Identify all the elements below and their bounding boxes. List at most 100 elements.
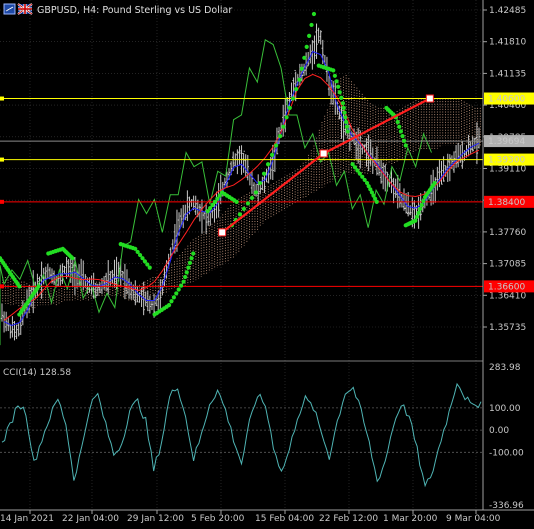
sar-dot — [416, 210, 421, 215]
trendline-anchor — [319, 149, 328, 158]
time-tick-label: 29 Jan 12:00 — [127, 514, 184, 524]
sar-dot — [137, 252, 143, 258]
sar-dot — [309, 22, 314, 28]
cci-tick-label: -100.00 — [489, 448, 524, 458]
sar-dot — [350, 162, 355, 167]
sar-dot — [249, 195, 255, 201]
cci-tick-label: -336.96 — [489, 501, 524, 511]
flag-gb-icon — [17, 3, 33, 15]
sar-dot — [369, 190, 375, 195]
sar-dot — [70, 256, 75, 261]
sar-dot — [142, 259, 147, 264]
tenkan-sen-line — [3, 50, 480, 327]
time-tick-label: 22 Jan 04:00 — [62, 514, 119, 524]
sar-dot — [364, 180, 370, 186]
sar-dot — [360, 174, 365, 179]
sar-dot — [265, 162, 271, 167]
sar-dot — [253, 190, 259, 195]
sar-dot — [183, 274, 188, 280]
sar-dot — [374, 199, 379, 204]
chart-header: GBPUSD, H4: Pound Sterling vs US Dollar — [3, 3, 232, 16]
sar-dot — [362, 177, 367, 183]
cci-tick-label: 283.98 — [489, 363, 521, 373]
sar-dot — [184, 270, 189, 275]
level-price-tag-label: 1.39300 — [488, 156, 525, 166]
sar-dot — [402, 138, 407, 143]
sar-dot — [36, 284, 41, 289]
sar-dot — [186, 265, 191, 270]
parabolic-sar — [0, 11, 437, 317]
time-axis[interactable]: 14 Jan 2021 22 Jan 04:00 29 Jan 12:00 5 Feb… — [0, 510, 501, 524]
level-price-tag — [484, 195, 534, 208]
price-tick-label: 1.42485 — [489, 6, 526, 16]
level-price-tags: 1.40600 1.39300 1.38400 1.36600 1.39694 — [484, 92, 534, 293]
sar-dot — [284, 115, 289, 120]
sar-dot — [290, 96, 296, 101]
cci-axis[interactable]: 283.98 100.00 0.00 -100.00 -336.96 — [489, 363, 524, 511]
time-tick-label: 22 Feb 12:00 — [319, 514, 378, 524]
chart-window-icon[interactable] — [3, 3, 16, 15]
sar-dot — [342, 110, 347, 115]
sar-dot — [413, 218, 418, 223]
level-anchor — [0, 157, 4, 162]
sar-dot — [357, 171, 362, 176]
sar-dot — [344, 119, 349, 125]
sar-dot — [395, 119, 400, 125]
sar-dot — [331, 68, 336, 73]
price-tick-label: 1.41810 — [489, 38, 526, 48]
sar-dot — [419, 202, 424, 208]
level-price-tag-label: 1.38400 — [488, 198, 525, 208]
sar-dot — [373, 196, 378, 201]
sar-dot — [191, 251, 196, 256]
sar-dot — [371, 193, 376, 198]
sar-dot — [332, 73, 337, 78]
sar-dot — [187, 260, 193, 265]
sar-dot — [397, 124, 402, 129]
cci-tick-label: 0.00 — [489, 426, 509, 436]
cci-line — [1, 382, 482, 488]
sar-dot — [261, 171, 267, 176]
sar-dot — [17, 284, 22, 289]
sar-dot — [414, 214, 420, 219]
sar-dot — [189, 256, 194, 261]
sar-dot — [339, 95, 344, 100]
sar-dot — [355, 168, 360, 173]
price-tick-label: 1.39110 — [489, 165, 526, 175]
price-pane[interactable] — [0, 0, 483, 510]
current-price-tag-label: 1.39694 — [488, 137, 525, 147]
sar-dot — [174, 291, 179, 296]
sar-dot — [432, 180, 437, 186]
chart-title: GBPUSD, H4: Pound Sterling vs US Dollar — [37, 5, 232, 16]
kijun-sen-line — [3, 73, 480, 321]
price-tick-label: 1.41135 — [489, 69, 526, 79]
level-anchor — [0, 199, 4, 204]
level-price-tag — [484, 280, 534, 293]
horizontal-levels[interactable] — [0, 96, 483, 289]
sar-dot — [278, 133, 283, 139]
sar-dot — [217, 193, 222, 198]
cci-pane[interactable]: CCI(14) 128.58 — [0, 368, 483, 488]
sar-dot — [274, 143, 279, 148]
price-tick-label: 1.37760 — [489, 228, 526, 238]
sar-dot — [215, 196, 220, 201]
level-price-tag-label: 1.36600 — [488, 282, 525, 292]
level-anchor — [0, 96, 4, 101]
sar-dot — [302, 55, 307, 60]
trendline-anchor — [218, 228, 227, 237]
sar-dot — [334, 79, 339, 84]
sar-dot — [418, 206, 423, 211]
cci-tick-label: 100.00 — [489, 404, 521, 414]
sar-dot — [140, 256, 145, 261]
sar-dot — [345, 129, 350, 134]
price-tick-label: 1.40460 — [489, 101, 526, 111]
current-price-tag — [484, 135, 534, 148]
sar-dot — [179, 283, 184, 288]
time-tick-label: 5 Feb 20:00 — [191, 514, 245, 524]
sar-dot — [181, 279, 186, 284]
sar-dot — [352, 165, 358, 170]
sar-dot — [241, 206, 247, 211]
trendline[interactable] — [218, 94, 434, 237]
sar-dot — [208, 206, 213, 211]
level-price-tag — [484, 92, 534, 105]
